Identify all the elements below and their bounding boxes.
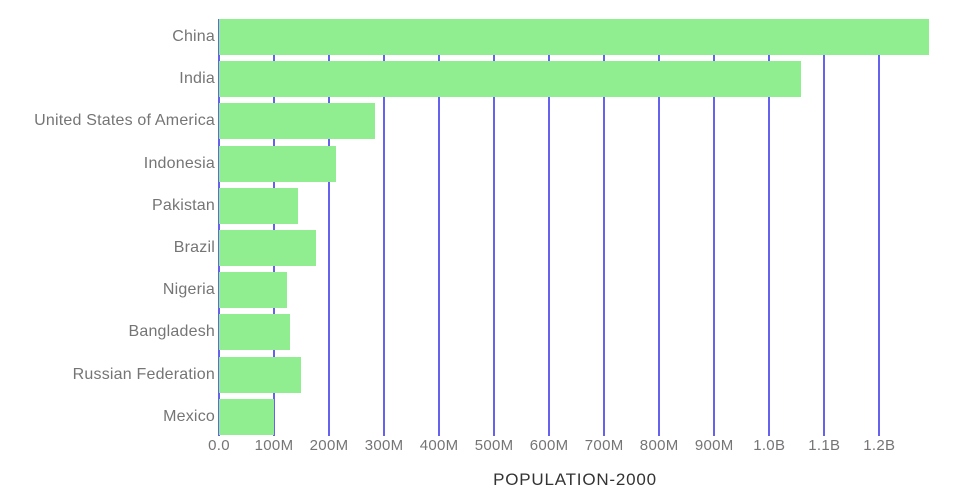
- x-tick-label: 100M: [254, 437, 294, 454]
- bar-india: [219, 61, 801, 98]
- gridline-900M: [713, 19, 715, 436]
- x-tick-label: 1.1B: [808, 437, 841, 454]
- x-tick-label: 500M: [474, 437, 514, 454]
- bar-row: Russian Federation: [0, 356, 960, 393]
- bar-row: India: [0, 61, 960, 98]
- bar-mexico: [219, 398, 274, 435]
- x-tick-label: 1.2B: [863, 437, 896, 454]
- bar-row: China: [0, 19, 960, 55]
- y-axis-label: Russian Federation: [72, 365, 215, 383]
- gridline-500M: [493, 19, 495, 436]
- gridline-200M: [328, 19, 330, 436]
- x-tick-label: 400M: [419, 437, 459, 454]
- gridline-1200M: [878, 19, 880, 436]
- bar-row: United States of America: [0, 103, 960, 140]
- bar-pakistan: [219, 187, 298, 224]
- gridline-300M: [383, 19, 385, 436]
- x-tick-label: 600M: [529, 437, 569, 454]
- bar-row: Bangladesh: [0, 314, 960, 351]
- y-axis-label: Indonesia: [143, 154, 215, 172]
- y-axis-label: India: [179, 70, 215, 88]
- gridline-1000M: [768, 19, 770, 436]
- y-axis-label: China: [172, 28, 215, 45]
- y-axis-label: Brazil: [173, 239, 215, 256]
- gridline-600M: [548, 19, 550, 436]
- y-axis-label: Pakistan: [152, 196, 215, 214]
- bar-bangladesh: [219, 314, 290, 351]
- gridline-400M: [438, 19, 440, 436]
- gridline-800M: [658, 19, 660, 436]
- bar-row: Pakistan: [0, 187, 960, 224]
- x-gridlines: [218, 19, 931, 436]
- bar-indonesia: [219, 145, 336, 182]
- bar-row: Brazil: [0, 230, 960, 266]
- bar-united-states-of-america: [219, 103, 375, 140]
- bar-row: Indonesia: [0, 145, 960, 182]
- bar-china: [219, 19, 929, 55]
- chart-title: POPULATION-2000: [493, 470, 657, 489]
- x-tick-label: 700M: [584, 437, 624, 454]
- bar-russian-federation: [219, 356, 301, 393]
- y-axis-label: Nigeria: [162, 281, 215, 299]
- x-tick-label: 300M: [364, 437, 404, 454]
- bar-row: Nigeria: [0, 272, 960, 309]
- bar-nigeria: [219, 272, 287, 309]
- x-tick-label: 200M: [309, 437, 349, 454]
- y-axis-label: Mexico: [163, 407, 215, 425]
- y-axis-label: Bangladesh: [128, 323, 215, 341]
- x-tick-label: 900M: [694, 437, 734, 454]
- bar-row: Mexico: [0, 398, 960, 435]
- x-tick-label: 800M: [639, 437, 679, 454]
- gridline-1100M: [823, 19, 825, 436]
- x-tick-label: 1.0B: [753, 437, 786, 454]
- y-axis-label: United States of America: [34, 112, 215, 130]
- x-tick-label: 0.0: [208, 437, 230, 454]
- gridline-700M: [603, 19, 605, 436]
- bar-brazil: [219, 230, 316, 266]
- gridline-100M: [273, 19, 275, 436]
- gridline-0M: [218, 19, 220, 436]
